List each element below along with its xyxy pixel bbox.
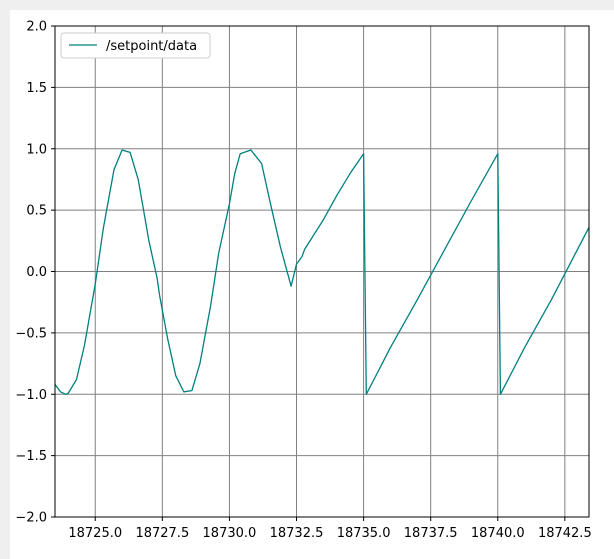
y-tick-label: −1.0	[15, 388, 47, 403]
x-tick-label: 18732.5	[270, 526, 324, 541]
x-tick-label: 18742.5	[538, 526, 592, 541]
y-tick-label: 2.0	[26, 20, 47, 35]
x-tick-label: 18737.5	[404, 526, 458, 541]
x-tick-label: 18730.0	[203, 526, 257, 541]
series-line	[55, 149, 589, 395]
legend-label: /setpoint/data	[106, 39, 197, 54]
line-chart: 18725.0 18727.5 18730.0 18732.5 18735.0 18737…	[15, 20, 592, 542]
y-tick-label: 1.0	[26, 142, 47, 157]
y-tick-label: 1.5	[26, 81, 47, 96]
x-tick-label: 18727.5	[135, 526, 189, 541]
legend-box	[60, 32, 211, 59]
x-tick-label: 18725.0	[68, 526, 122, 541]
y-tick-label: 0.0	[26, 265, 47, 280]
x-tick-label: 18735.0	[337, 526, 391, 541]
legend: /setpoint/data	[60, 32, 211, 59]
figure: 18725.0 18727.5 18730.0 18732.5 18735.0 18737…	[10, 10, 614, 559]
y-tick-label: 0.5	[26, 204, 47, 219]
y-tick-label: −2.0	[15, 511, 47, 526]
y-tick-label: −1.5	[15, 449, 47, 464]
y-tick-label: −0.5	[15, 326, 47, 341]
x-tick-label: 18740.0	[471, 526, 525, 541]
